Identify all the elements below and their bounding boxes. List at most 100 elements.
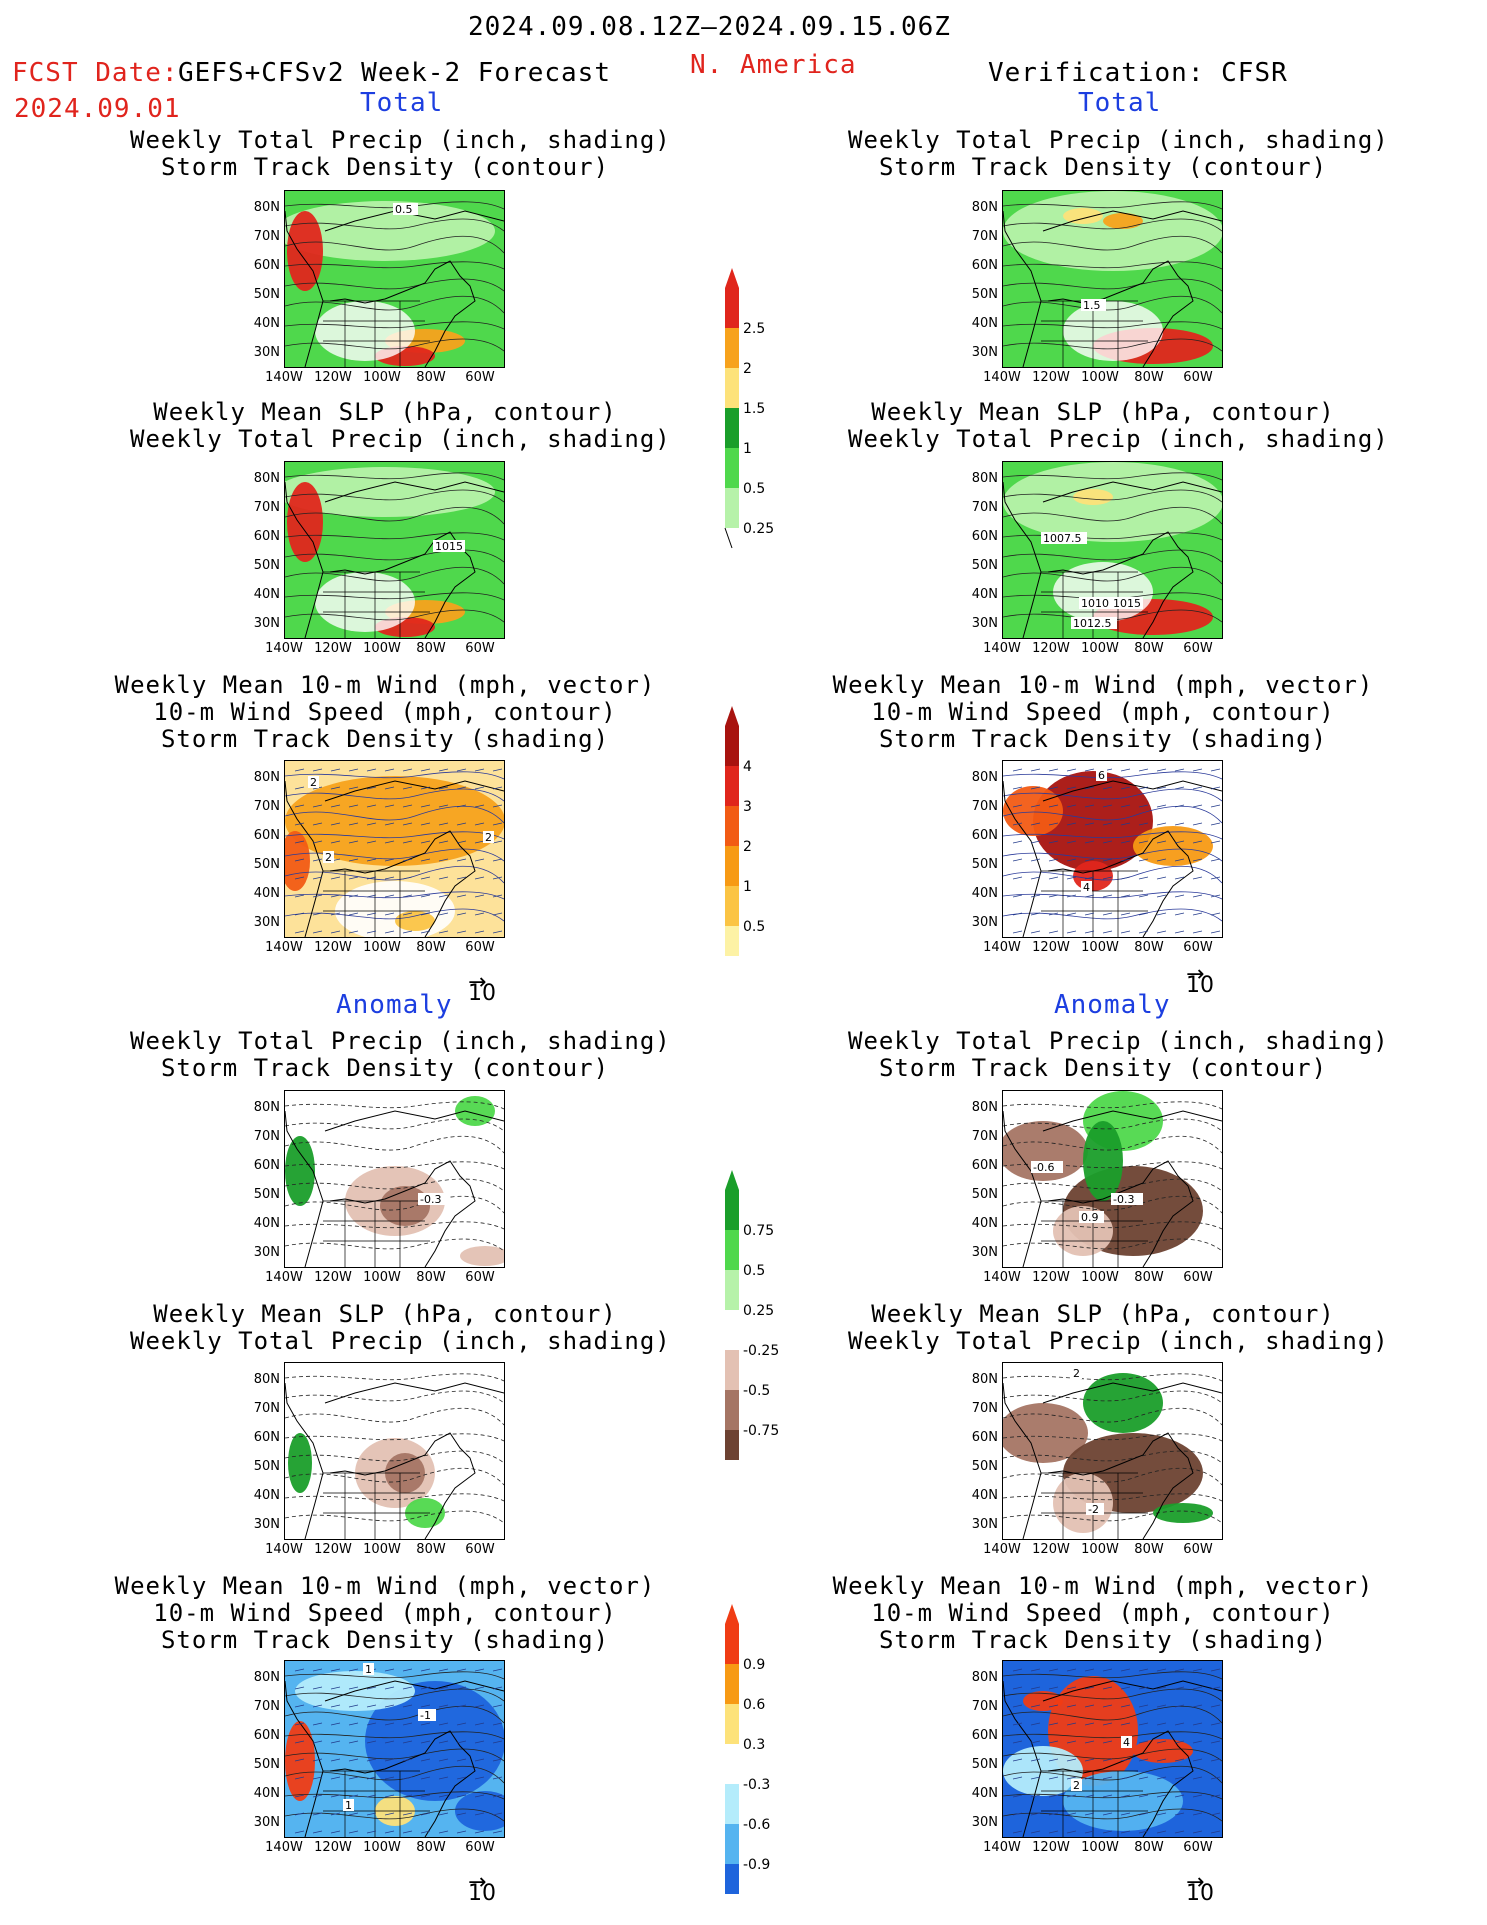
colorbar-segment bbox=[725, 886, 739, 926]
wind-vector bbox=[1102, 1830, 1113, 1834]
vector-ref-left-anom: → 10 bbox=[468, 1870, 496, 1906]
wind-vector bbox=[348, 1830, 359, 1834]
wind-vector bbox=[1030, 1776, 1041, 1780]
wind-vector bbox=[312, 822, 323, 826]
title-left-p5: Weekly Mean SLP (hPa, contour) Weekly To… bbox=[130, 1300, 671, 1355]
map-left-total-slp: 1015 bbox=[284, 461, 505, 639]
wind-vector bbox=[1084, 1794, 1095, 1798]
colorbar-label: -0.5 bbox=[743, 1383, 770, 1399]
wind-vector bbox=[1084, 930, 1095, 934]
colorbar-segment bbox=[725, 1704, 739, 1744]
colorbar-segment bbox=[725, 368, 739, 408]
wind-vector bbox=[1138, 822, 1149, 826]
wind-vector bbox=[1030, 894, 1041, 898]
lat-tick-label: 50N bbox=[971, 1187, 998, 1202]
wind-vector bbox=[1066, 1704, 1077, 1708]
wind-vector bbox=[1138, 912, 1149, 916]
contour-label-bg bbox=[433, 540, 465, 552]
wind-vector bbox=[348, 1794, 359, 1798]
wind-vector bbox=[294, 840, 305, 844]
wind-vector bbox=[1012, 804, 1023, 808]
wind-vector bbox=[384, 1776, 395, 1780]
colorbar-segment bbox=[725, 288, 739, 328]
wind-vector bbox=[1066, 1830, 1077, 1834]
title-left-p1: Weekly Total Precip (inch, shading) Stor… bbox=[130, 126, 671, 181]
lon-tick-label: 120W bbox=[314, 1542, 352, 1557]
lat-tick-label: 50N bbox=[971, 558, 998, 573]
wind-vector bbox=[474, 840, 485, 844]
wind-vector bbox=[474, 1668, 485, 1672]
contour-line bbox=[285, 1118, 504, 1132]
wind-vector bbox=[1030, 1686, 1041, 1690]
wind-vector bbox=[474, 1830, 485, 1834]
lat-tick-label: 50N bbox=[253, 287, 280, 302]
wind-vector bbox=[1156, 822, 1167, 826]
wind-vector bbox=[438, 1758, 449, 1762]
contour-line bbox=[1003, 235, 1222, 254]
wind-vector bbox=[1156, 1704, 1167, 1708]
wind-vector bbox=[420, 1722, 431, 1726]
wind-vector bbox=[1012, 912, 1023, 916]
wind-vector bbox=[438, 858, 449, 862]
lat-tick-label: 40N bbox=[253, 587, 280, 602]
contour-line bbox=[285, 1373, 504, 1382]
wind-vector bbox=[1048, 822, 1059, 826]
wind-vector bbox=[294, 1686, 305, 1690]
lon-tick-label: 140W bbox=[983, 1542, 1021, 1557]
wind-vector bbox=[348, 1758, 359, 1762]
wind-vector bbox=[294, 876, 305, 880]
contour-label-bg bbox=[1121, 1736, 1132, 1748]
wind-vector bbox=[1048, 1740, 1059, 1744]
contour-label-bg bbox=[1071, 1779, 1082, 1791]
contour-line bbox=[285, 566, 504, 585]
contour-label: 4 bbox=[1123, 1736, 1130, 1749]
lat-tick-label: 40N bbox=[253, 1216, 280, 1231]
coastline bbox=[285, 1382, 504, 1539]
colorbar-label: 1 bbox=[743, 879, 752, 895]
wind-vector bbox=[384, 840, 395, 844]
wind-vector bbox=[330, 1776, 341, 1780]
lat-tick-label: 40N bbox=[253, 316, 280, 331]
wind-vector bbox=[456, 786, 467, 790]
wind-vector bbox=[294, 1704, 305, 1708]
wind-vector bbox=[384, 786, 395, 790]
wind-vector bbox=[402, 876, 413, 880]
wind-vector bbox=[1138, 1776, 1149, 1780]
wind-vector bbox=[366, 1740, 377, 1744]
lat-tick-label: 70N bbox=[971, 229, 998, 244]
wind-vector bbox=[1102, 840, 1113, 844]
fcst-label: FCST Date: bbox=[12, 58, 179, 88]
wind-vector bbox=[366, 786, 377, 790]
wind-vector bbox=[1174, 840, 1185, 844]
wind-vector bbox=[1192, 1740, 1203, 1744]
shading-region bbox=[1103, 213, 1143, 229]
wind-vector bbox=[366, 1794, 377, 1798]
contour-label-bg bbox=[418, 1709, 436, 1721]
wind-vector bbox=[456, 822, 467, 826]
wind-vector bbox=[474, 768, 485, 772]
wind-vector bbox=[1174, 858, 1185, 862]
colorbar-label: 1.5 bbox=[743, 401, 765, 417]
wind-vector bbox=[366, 1722, 377, 1726]
wind-vector bbox=[294, 1668, 305, 1672]
contour-line bbox=[1003, 1178, 1222, 1192]
wind-vector bbox=[456, 840, 467, 844]
lat-tick-label: 40N bbox=[253, 886, 280, 901]
wind-vector bbox=[348, 1722, 359, 1726]
wind-vector bbox=[384, 1704, 395, 1708]
contour-line bbox=[1003, 891, 1222, 900]
shading-region bbox=[380, 1186, 430, 1226]
colorbar-segment bbox=[725, 726, 739, 766]
wind-vector bbox=[1192, 1830, 1203, 1834]
wind-vector bbox=[1012, 1722, 1023, 1726]
wind-vector bbox=[366, 930, 377, 934]
title-left-p6: Weekly Mean 10-m Wind (mph, vector) 10-m… bbox=[114, 1572, 656, 1654]
wind-vector bbox=[474, 876, 485, 880]
shading-region bbox=[285, 831, 310, 891]
wind-vector bbox=[456, 1704, 467, 1708]
wind-vector bbox=[420, 804, 431, 808]
colorbar-label: 0.75 bbox=[743, 1223, 774, 1239]
wind-vector bbox=[1030, 1794, 1041, 1798]
wind-vector bbox=[1102, 858, 1113, 862]
contour-label: -2 bbox=[1088, 1503, 1099, 1516]
